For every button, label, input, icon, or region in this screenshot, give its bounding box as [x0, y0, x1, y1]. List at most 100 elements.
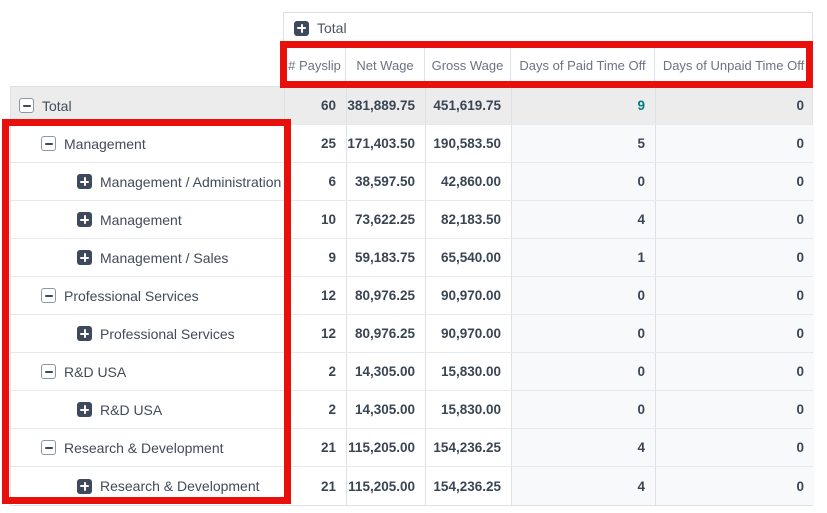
row-header-label: Professional Services [64, 287, 199, 304]
value-cell: 12 [284, 315, 346, 352]
value-cell: 0 [655, 239, 814, 276]
value-cell: 1 [511, 239, 655, 276]
table-row: R&D USA 2 14,305.00 15,830.00 0 0 [11, 391, 814, 429]
value-cell: 2 [284, 391, 346, 428]
value-cell: 381,889.75 [346, 87, 425, 124]
value-cell: 90,970.00 [425, 277, 511, 314]
plus-square-icon[interactable] [77, 402, 92, 417]
col-header-gross-wage[interactable]: Gross Wage [424, 44, 510, 86]
row-header-r-d-usa[interactable]: R&D USA [11, 353, 284, 390]
value-cell: 4 [511, 429, 655, 466]
table-row: Management 10 73,622.25 82,183.50 4 0 [11, 201, 814, 239]
row-header-research-development[interactable]: Research & Development [11, 429, 284, 466]
table-row: Professional Services 12 80,976.25 90,970.0… [11, 315, 814, 353]
table-row: Management / Administration 6 38,597.50 42,… [11, 163, 814, 201]
value-cell: 451,619.75 [425, 87, 511, 124]
row-header-total[interactable]: Total [11, 87, 284, 124]
table-row: Research & Development 21 115,205.00 154,23… [11, 429, 814, 467]
row-header-professional-services[interactable]: Professional Services [11, 277, 284, 314]
value-cell: 80,976.25 [346, 277, 425, 314]
value-cell: 0 [511, 315, 655, 352]
value-cell: 90,970.00 [425, 315, 511, 352]
value-cell: 4 [511, 201, 655, 238]
col-header-net-wage[interactable]: Net Wage [345, 44, 424, 86]
plus-square-icon[interactable] [294, 20, 309, 36]
corner-cell [10, 44, 283, 86]
value-cell: 59,183.75 [346, 239, 425, 276]
value-cell: 0 [655, 391, 814, 428]
value-cell: 38,597.50 [346, 163, 425, 200]
value-cell: 25 [284, 125, 346, 162]
value-cell: 154,236.25 [425, 429, 511, 466]
value-cell: 0 [655, 277, 814, 314]
row-header-research-development[interactable]: Research & Development [11, 467, 284, 505]
plus-square-icon[interactable] [77, 250, 92, 265]
value-cell: 171,403.50 [346, 125, 425, 162]
row-header-label: Professional Services [100, 325, 235, 342]
row-header-label: Research & Development [64, 439, 224, 456]
value-cell: 6 [284, 163, 346, 200]
table-row: Management / Sales 9 59,183.75 65,540.00 1 0 [11, 239, 814, 277]
row-header-label: R&D USA [64, 363, 127, 380]
value-cell: 21 [284, 429, 346, 466]
col-header-days-of-paid-time-off[interactable]: Days of Paid Time Off [510, 44, 654, 86]
value-cell: 73,622.25 [346, 201, 425, 238]
value-cell: 42,860.00 [425, 163, 511, 200]
value-cell: 80,976.25 [346, 315, 425, 352]
value-cell: 0 [655, 429, 814, 466]
minus-square-icon[interactable] [41, 364, 56, 379]
row-header-r-d-usa[interactable]: R&D USA [11, 391, 284, 428]
value-cell: 9 [284, 239, 346, 276]
plus-square-icon[interactable] [77, 478, 92, 494]
column-group-total[interactable]: Total [283, 12, 813, 44]
table-row: Total 60 381,889.75 451,619.75 9 0 [11, 87, 812, 125]
value-cell: 0 [655, 315, 814, 352]
value-cell: 12 [284, 277, 346, 314]
value-cell: 0 [511, 353, 655, 390]
value-cell: 14,305.00 [346, 353, 425, 390]
minus-square-icon[interactable] [41, 440, 56, 455]
value-cell: 190,583.50 [425, 125, 511, 162]
value-cell: 60 [284, 87, 346, 124]
value-cell: 0 [655, 201, 814, 238]
row-header-label: Management / Sales [100, 249, 229, 266]
value-cell: 154,236.25 [425, 467, 511, 505]
minus-square-icon[interactable] [41, 288, 56, 303]
table-row: Management 25 171,403.50 190,583.50 5 0 [11, 125, 814, 163]
value-cell: 4 [511, 467, 655, 505]
plus-square-icon[interactable] [77, 326, 92, 341]
value-cell: 2 [284, 353, 346, 390]
value-cell: 0 [511, 277, 655, 314]
table-row: Professional Services 12 80,976.25 90,970.0… [11, 277, 814, 315]
minus-square-icon[interactable] [19, 98, 34, 113]
row-header-label: Management [100, 211, 182, 228]
value-cell: 0 [511, 391, 655, 428]
row-header-management[interactable]: Management [11, 125, 284, 162]
row-header-management[interactable]: Management [11, 201, 284, 238]
value-cell: 65,540.00 [425, 239, 511, 276]
column-group-label: Total [317, 20, 347, 36]
row-header-management-administration[interactable]: Management / Administration [11, 163, 284, 200]
corner-cell [10, 12, 283, 44]
value-cell: 115,205.00 [346, 467, 425, 505]
value-cell: 0 [655, 125, 814, 162]
value-cell: 15,830.00 [425, 353, 511, 390]
pivot-table: Total # Payslip Net Wage Gross Wage Days of… [10, 12, 814, 506]
minus-square-icon[interactable] [41, 136, 56, 151]
value-cell: 0 [655, 353, 814, 390]
value-cell: 5 [511, 125, 655, 162]
row-header-management-sales[interactable]: Management / Sales [11, 239, 284, 276]
row-header-professional-services[interactable]: Professional Services [11, 315, 284, 352]
value-cell: 0 [655, 163, 814, 200]
row-header-label: R&D USA [100, 401, 163, 418]
row-header-label: Total [42, 97, 72, 114]
value-cell: 9 [511, 87, 655, 124]
value-cell: 0 [655, 467, 814, 505]
value-cell: 14,305.00 [346, 391, 425, 428]
plus-square-icon[interactable] [77, 174, 92, 189]
pivot-body: Total 60 381,889.75 451,619.75 9 0 Management 2… [10, 87, 814, 506]
row-header-label: Research & Development [100, 478, 260, 494]
plus-square-icon[interactable] [77, 212, 92, 227]
row-header-label: Management [64, 135, 146, 152]
